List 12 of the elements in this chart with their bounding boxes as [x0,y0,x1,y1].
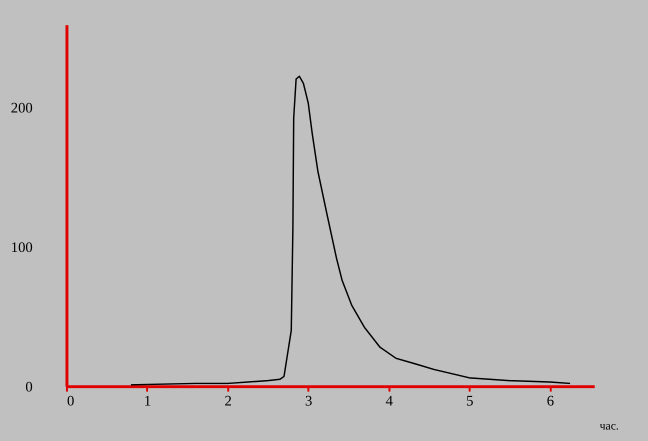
x-tick-label: 6 [546,393,554,410]
x-tick-label: 1 [144,393,152,410]
x-tick-label: 5 [466,393,474,410]
y-tick-label: 0 [25,380,33,396]
x-axis-title: час. [600,420,619,433]
x-tick-label: 0 [66,393,74,410]
y-tick-label: 100 [10,240,33,256]
x-tick-label: 3 [305,393,312,410]
x-tick-label: 4 [386,393,394,410]
y-tick-label: 200 [10,100,33,116]
line-series [130,76,571,386]
x-tick-label: 2 [224,393,232,410]
